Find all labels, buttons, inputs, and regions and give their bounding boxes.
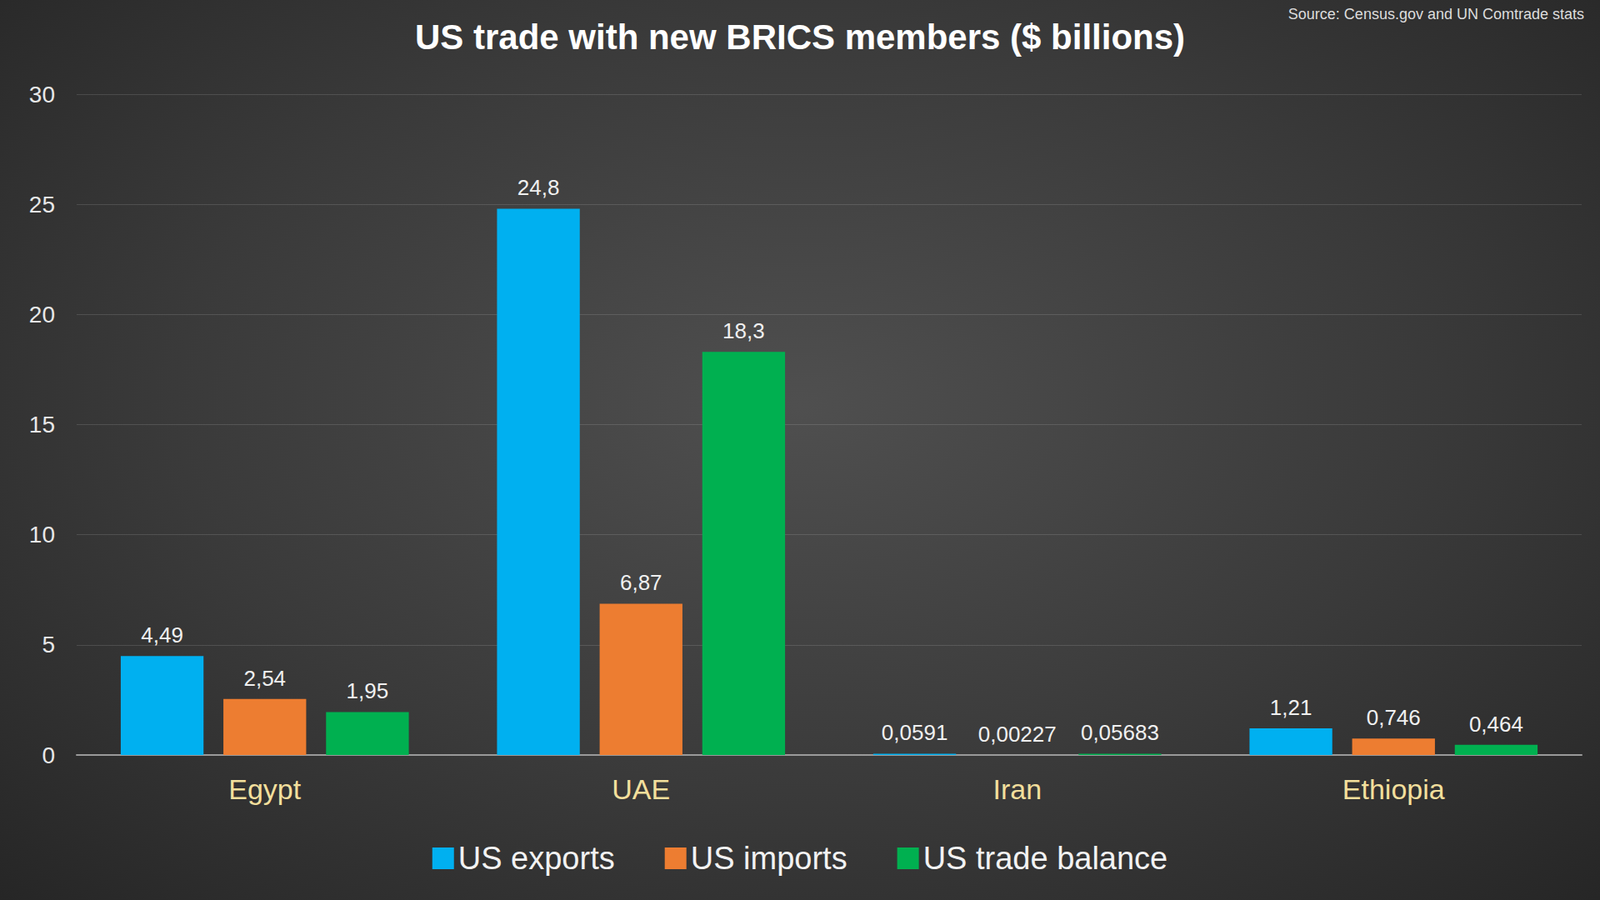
svg-text:30: 30: [29, 81, 55, 108]
svg-text:0,0591: 0,0591: [881, 720, 949, 745]
svg-text:Source: Census.gov and UN Comt: Source: Census.gov and UN Comtrade stats: [1288, 5, 1585, 23]
svg-text:18,3: 18,3: [722, 318, 765, 344]
svg-text:10: 10: [29, 521, 55, 548]
svg-text:25: 25: [29, 191, 55, 218]
svg-text:15: 15: [29, 411, 55, 438]
svg-text:1,95: 1,95: [346, 678, 390, 704]
svg-text:20: 20: [29, 301, 55, 328]
svg-text:0,464: 0,464: [1469, 711, 1524, 737]
svg-text:0: 0: [41, 742, 55, 769]
svg-text:2,54: 2,54: [243, 665, 286, 691]
svg-text:Iran: Iran: [992, 773, 1042, 805]
svg-text:4,49: 4,49: [140, 622, 184, 648]
svg-text:US imports: US imports: [690, 840, 848, 876]
svg-text:0,746: 0,746: [1366, 705, 1421, 730]
svg-text:6,87: 6,87: [620, 570, 663, 595]
svg-text:Egypt: Egypt: [228, 773, 301, 805]
svg-text:US trade with new BRICS member: US trade with new BRICS members ($ billi…: [415, 17, 1185, 57]
svg-text:US trade balance: US trade balance: [923, 840, 1169, 876]
svg-text:0,00227: 0,00227: [978, 721, 1057, 747]
svg-text:US exports: US exports: [458, 840, 615, 876]
svg-text:5: 5: [41, 631, 55, 658]
svg-text:UAE: UAE: [611, 773, 670, 805]
svg-text:24,8: 24,8: [517, 175, 560, 200]
svg-text:Ethiopia: Ethiopia: [1342, 773, 1445, 805]
svg-text:0,05683: 0,05683: [1080, 720, 1160, 745]
svg-text:1,21: 1,21: [1270, 695, 1313, 720]
